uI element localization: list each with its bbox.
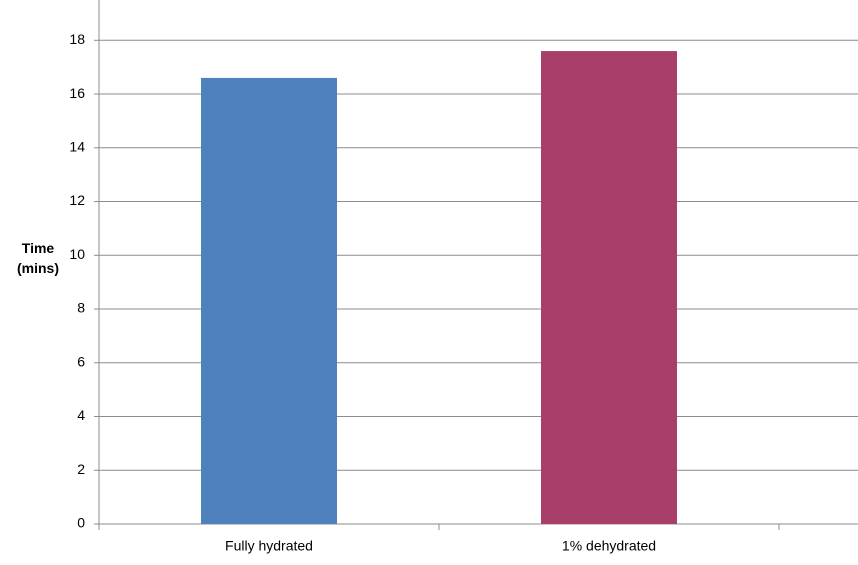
y-axis-label: Time (mins) xyxy=(17,240,59,276)
y-tick-label: 12 xyxy=(69,192,85,208)
y-tick-label: 6 xyxy=(77,353,85,369)
y-tick-label: 4 xyxy=(77,407,85,423)
y-tick-label: 0 xyxy=(77,515,85,531)
y-tick-label: 16 xyxy=(69,85,85,101)
bar xyxy=(541,51,677,525)
y-tick-label: 10 xyxy=(69,246,85,262)
x-tick-label: 1% dehydrated xyxy=(562,538,656,554)
y-tick-label: 18 xyxy=(69,31,85,47)
y-tick-label: 14 xyxy=(69,138,85,154)
x-tick-label: Fully hydrated xyxy=(225,538,313,554)
bar xyxy=(201,77,337,524)
y-tick-label: 8 xyxy=(77,300,85,316)
y-tick-label: 2 xyxy=(77,461,85,477)
